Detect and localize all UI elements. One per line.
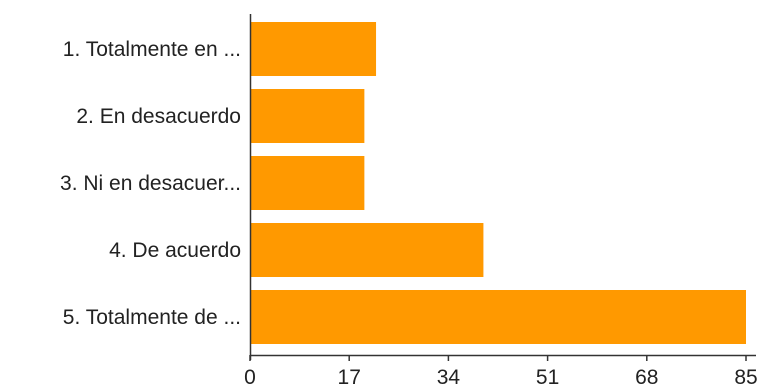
x-tick-label-5: 85 <box>734 366 757 388</box>
category-label-5: 5. Totalmente de ... <box>63 306 241 329</box>
bar-3 <box>250 156 365 210</box>
category-label-1: 1. Totalmente en ... <box>63 38 241 61</box>
x-tick-label-3: 51 <box>536 366 559 388</box>
bar-1 <box>250 22 377 76</box>
x-tick-label-4: 68 <box>635 366 658 388</box>
bar-5 <box>250 290 746 344</box>
x-axis-tick-labels: 0 17 34 51 68 85 <box>244 366 758 388</box>
category-label-4: 4. De acuerdo <box>109 239 241 262</box>
x-tick-label-1: 17 <box>338 366 361 388</box>
category-label-3: 3. Ni en desacuer... <box>60 172 241 195</box>
bars-group <box>250 22 746 344</box>
bar-4 <box>250 223 484 277</box>
category-labels: 1. Totalmente en ... 2. En desacuerdo 3. N… <box>60 38 241 329</box>
bar-2 <box>250 89 365 143</box>
x-tick-label-2: 34 <box>437 366 461 388</box>
category-label-2: 2. En desacuerdo <box>76 105 241 128</box>
x-tick-label-0: 0 <box>244 366 256 388</box>
x-axis-ticks <box>249 355 747 361</box>
